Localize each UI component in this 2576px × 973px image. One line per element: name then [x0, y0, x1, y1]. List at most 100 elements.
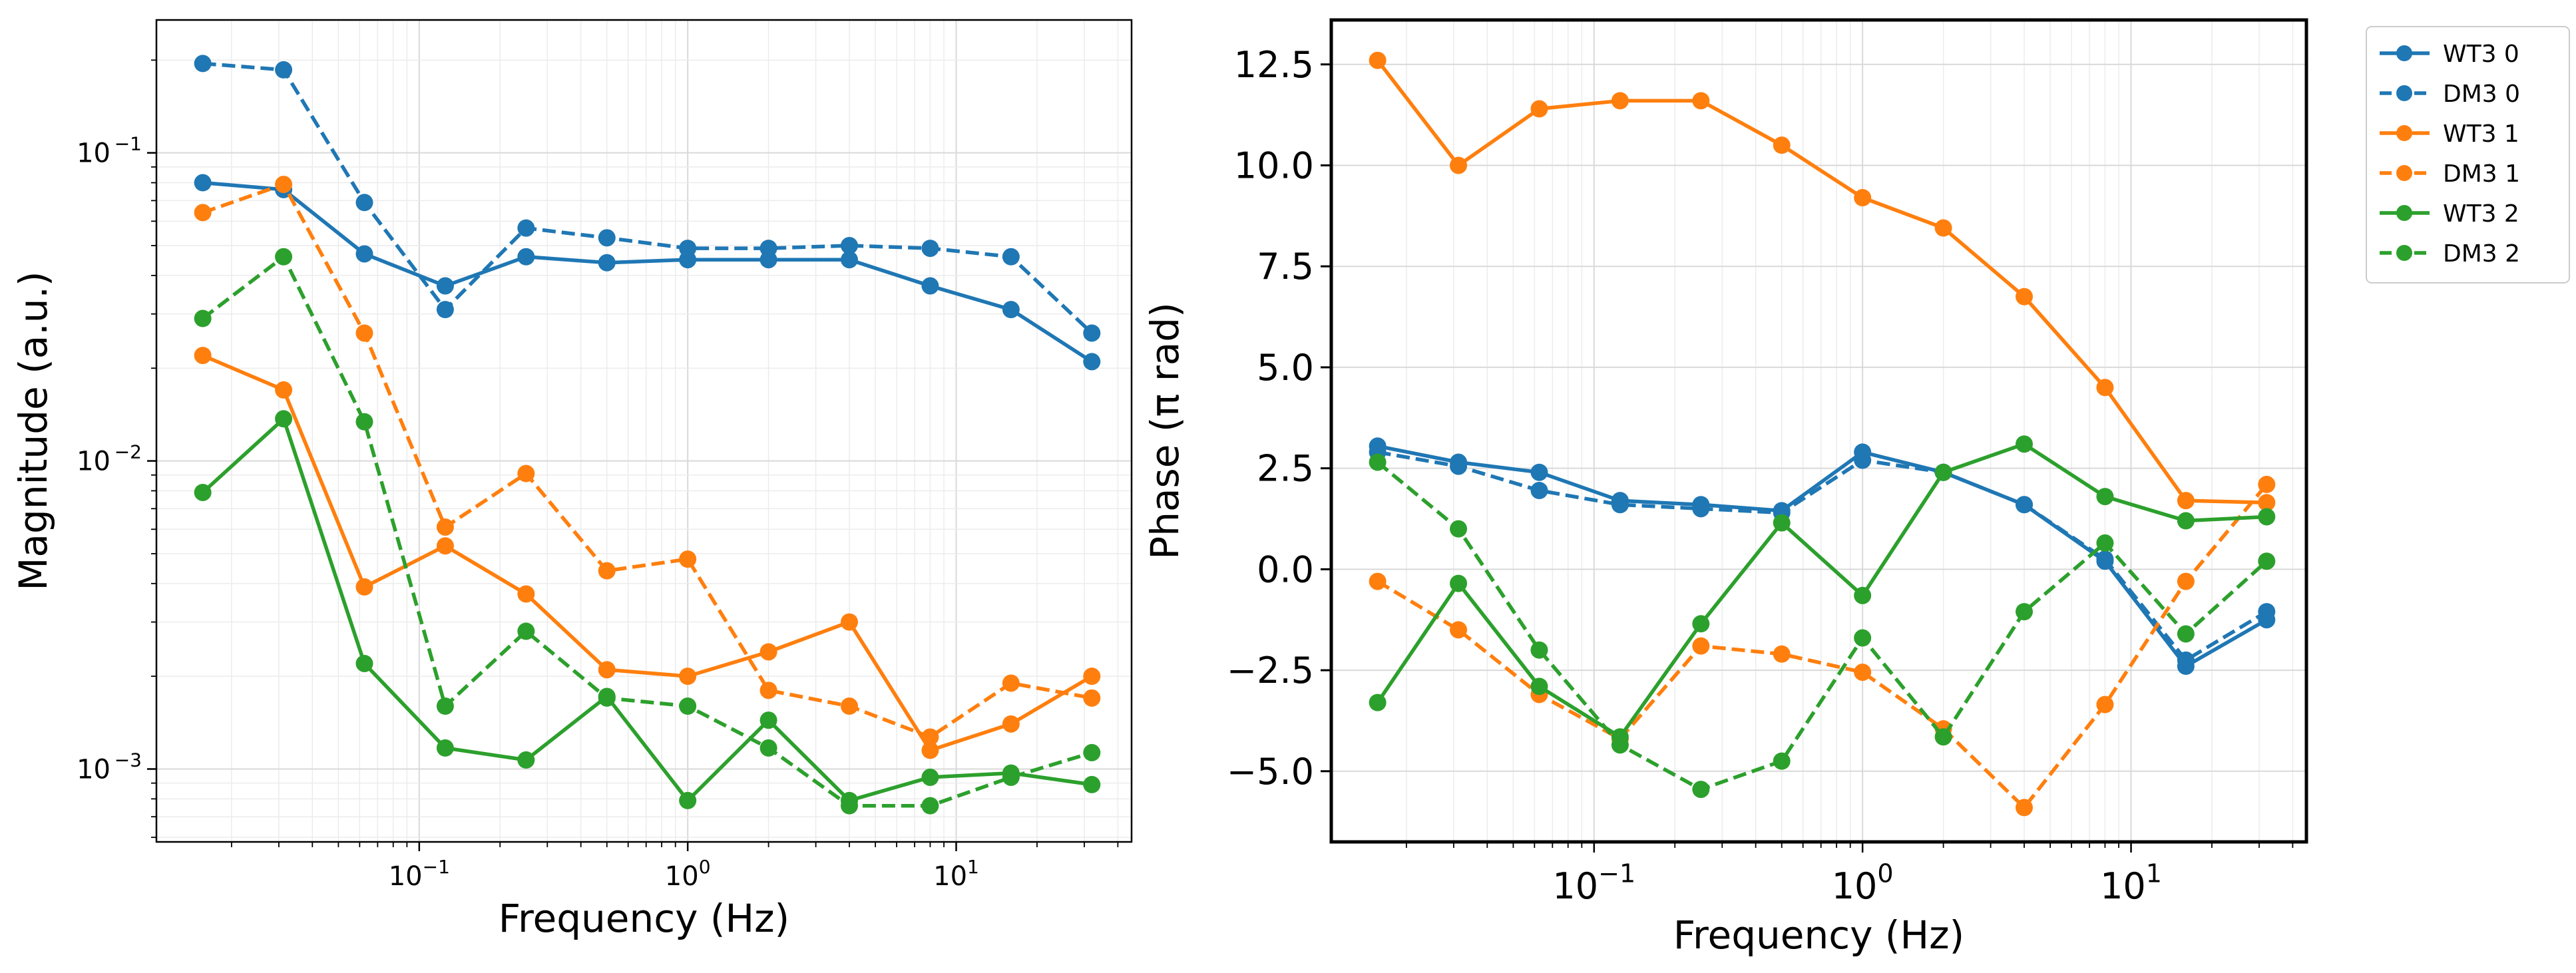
data-point: [1002, 715, 1020, 733]
series-dm3-0: [1369, 443, 2276, 669]
data-point: [679, 697, 697, 715]
data-point: [2096, 488, 2114, 506]
series-line: [201, 255, 1093, 808]
data-point: [194, 55, 212, 73]
x-tick-label: 101: [2100, 859, 2162, 907]
x-tick-label: 10−1: [389, 856, 450, 892]
data-point: [1934, 728, 1952, 746]
x-tick-label-exponent: −1: [423, 856, 450, 878]
series-line: [1376, 59, 2267, 504]
data-point: [598, 254, 616, 272]
plot-frame: [155, 19, 1133, 843]
data-point: [194, 174, 212, 192]
x-tick-label: 10−1: [1552, 859, 1635, 907]
x-axis-title: Frequency (Hz): [1673, 912, 1964, 958]
data-point: [1692, 781, 1710, 799]
data-point: [921, 797, 939, 815]
data-point: [2016, 288, 2034, 305]
data-point: [598, 562, 616, 580]
data-point: [355, 413, 373, 431]
y-tick-label: 12.5: [1234, 44, 1314, 86]
legend-label: WT3 2: [2443, 200, 2519, 228]
legend-marker: [2396, 165, 2412, 181]
data-point: [921, 768, 939, 786]
data-point: [841, 697, 859, 715]
data-point: [2016, 799, 2034, 817]
data-point: [1530, 641, 1548, 659]
y-tick-label: 10: [77, 138, 110, 169]
x-tick-label: 101: [933, 856, 979, 892]
data-point: [2258, 494, 2276, 512]
data-point: [436, 739, 454, 757]
data-point: [436, 518, 454, 536]
data-point: [598, 661, 616, 679]
data-point: [355, 654, 373, 672]
series-line: [201, 417, 1092, 803]
data-point: [2258, 552, 2276, 570]
data-point: [921, 240, 939, 258]
legend-item: WT3 0: [2380, 41, 2519, 68]
y-tick-label: 0.0: [1257, 548, 1314, 590]
x-tick-label-base: 10: [1552, 865, 1598, 907]
data-point: [1450, 520, 1468, 538]
data-point: [759, 681, 777, 699]
legend-item: WT3 1: [2380, 120, 2519, 148]
series-line: [202, 61, 1094, 335]
data-point: [436, 301, 454, 319]
data-point: [436, 277, 454, 295]
data-point: [1773, 645, 1791, 663]
data-point: [1002, 248, 1020, 266]
series-line: [202, 182, 1092, 739]
data-point: [2016, 496, 2034, 514]
data-point: [355, 194, 373, 212]
data-point: [1692, 637, 1710, 655]
data-point: [2177, 512, 2195, 530]
data-point: [1369, 51, 1387, 69]
series-wt3-1: [194, 347, 1101, 759]
data-point: [2096, 534, 2114, 552]
data-point: [517, 585, 535, 603]
legend-box: [2366, 26, 2570, 284]
data-point: [2016, 435, 2034, 453]
data-point: [1854, 664, 1872, 681]
data-point: [679, 240, 697, 258]
legend-marker: [2396, 205, 2412, 221]
y-axis-title: Magnitude (a.u.): [11, 271, 56, 590]
data-point: [275, 410, 293, 428]
legend: WT3 0 DM3 0 WT3 1 DM3 1 WT3 2 DM3 2: [2366, 26, 2570, 284]
x-tick-label-base: 10: [389, 861, 423, 892]
data-point: [598, 689, 616, 707]
data-point: [517, 751, 535, 769]
legend-item: WT3 2: [2380, 200, 2519, 228]
data-point: [1854, 189, 1872, 207]
phase-chart: 10−1 100 101−5.0−2.50.02.55.07.510.012.5Fr…: [1142, 18, 2308, 958]
data-point: [436, 537, 454, 555]
x-tick-label-base: 10: [1832, 865, 1878, 907]
data-point: [2096, 695, 2114, 713]
series-dm3-0: [194, 55, 1101, 342]
data-point: [517, 248, 535, 266]
data-point: [1083, 775, 1101, 793]
data-point: [2096, 379, 2114, 397]
data-point: [759, 711, 777, 729]
series-dm3-1: [194, 176, 1101, 746]
y-tick-label: 10: [77, 447, 110, 477]
data-point: [841, 613, 859, 631]
series-line: [202, 353, 1093, 753]
legend-label: DM3 2: [2443, 240, 2520, 268]
data-point: [1611, 92, 1629, 110]
data-point: [1083, 324, 1101, 342]
y-tick-label-base: 10: [77, 138, 110, 169]
data-point: [1530, 100, 1548, 118]
data-point: [517, 465, 535, 483]
legend-marker: [2396, 245, 2412, 261]
data-point: [1450, 457, 1468, 475]
y-tick-label-exponent: −2: [114, 441, 142, 463]
x-tick-label: 100: [1832, 859, 1894, 907]
data-point: [1773, 136, 1791, 154]
x-tick-label-exponent: −1: [1598, 859, 1635, 888]
legend-label: WT3 1: [2443, 120, 2519, 148]
series-line: [1376, 461, 2268, 791]
data-point: [1369, 453, 1387, 471]
